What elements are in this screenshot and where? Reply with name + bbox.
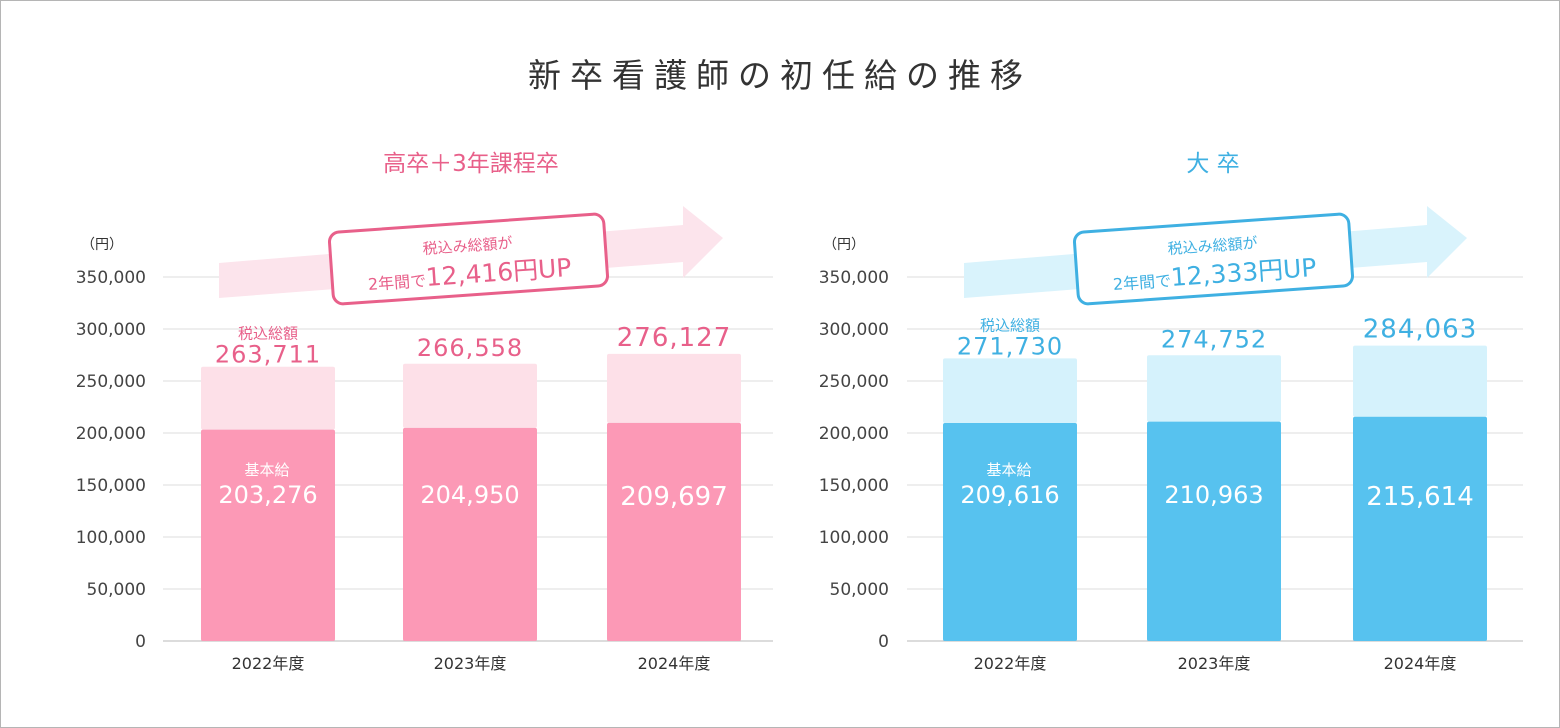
y-tick-label: 200,000 <box>76 424 146 444</box>
base-value-label: 209,697 <box>620 482 728 512</box>
annotation-prefix: 2年間で <box>1112 271 1171 294</box>
chart-title: 大 卒 <box>1186 151 1239 177</box>
bar-base-2022年度 <box>943 422 1077 641</box>
y-tick-label: 150,000 <box>819 476 889 496</box>
x-tick-label: 2022年度 <box>974 654 1047 673</box>
bar-total-2023年度 <box>1147 355 1281 422</box>
base-value-label: 215,614 <box>1366 482 1474 512</box>
y-tick-label: 300,000 <box>819 320 889 340</box>
bar-total-2022年度 <box>201 366 335 430</box>
bar-base-2024年度 <box>1353 416 1487 641</box>
total-value-label: 276,127 <box>617 323 732 353</box>
bar-total-2024年度 <box>607 353 741 423</box>
total-value-label: 271,730 <box>957 332 1063 360</box>
total-value-label: 263,711 <box>215 341 321 369</box>
y-tick-label: 0 <box>135 632 146 652</box>
y-tick-label: 50,000 <box>87 580 146 600</box>
annotation-box <box>1072 212 1355 306</box>
y-axis-unit: （円） <box>81 237 123 253</box>
bar-total-2024年度 <box>1353 345 1487 417</box>
y-tick-label: 250,000 <box>76 372 146 392</box>
bar-base-2023年度 <box>1147 421 1281 641</box>
total-value-label: 274,752 <box>1161 325 1267 353</box>
annotation-box <box>327 212 610 306</box>
y-tick-label: 300,000 <box>76 320 146 340</box>
annotation-prefix: 2年間で <box>367 271 426 294</box>
y-tick-label: 100,000 <box>76 528 146 548</box>
y-tick-label: 150,000 <box>76 476 146 496</box>
page-title: 新卒看護師の初任給の推移 <box>528 56 1032 95</box>
chart-title: 高卒＋3年課程卒 <box>383 151 559 177</box>
x-tick-label: 2023年度 <box>1178 654 1251 673</box>
bar-total-2023年度 <box>403 363 537 428</box>
y-tick-label: 100,000 <box>819 528 889 548</box>
base-series-label: 基本給 <box>986 461 1031 479</box>
y-axis-unit: （円） <box>823 237 865 253</box>
base-value-label: 203,276 <box>218 481 317 509</box>
y-tick-label: 350,000 <box>819 268 889 288</box>
y-tick-label: 200,000 <box>819 424 889 444</box>
base-value-label: 204,950 <box>420 481 519 509</box>
total-value-label: 284,063 <box>1363 315 1478 345</box>
bar-total-2022年度 <box>943 358 1077 423</box>
base-value-label: 209,616 <box>960 481 1059 509</box>
y-tick-label: 0 <box>878 632 889 652</box>
x-tick-label: 2024年度 <box>638 654 711 673</box>
y-tick-label: 350,000 <box>76 268 146 288</box>
x-tick-label: 2022年度 <box>232 654 305 673</box>
x-tick-label: 2023年度 <box>434 654 507 673</box>
y-tick-label: 50,000 <box>830 580 889 600</box>
base-series-label: 基本給 <box>244 461 289 479</box>
total-series-label: 税込総額 <box>238 325 298 343</box>
total-value-label: 266,558 <box>417 334 523 362</box>
y-tick-label: 250,000 <box>819 372 889 392</box>
base-value-label: 210,963 <box>1164 481 1263 509</box>
bar-base-2022年度 <box>201 429 335 641</box>
bar-base-2023年度 <box>403 427 537 641</box>
x-tick-label: 2024年度 <box>1384 654 1457 673</box>
bar-base-2024年度 <box>607 422 741 641</box>
total-series-label: 税込総額 <box>980 316 1040 334</box>
